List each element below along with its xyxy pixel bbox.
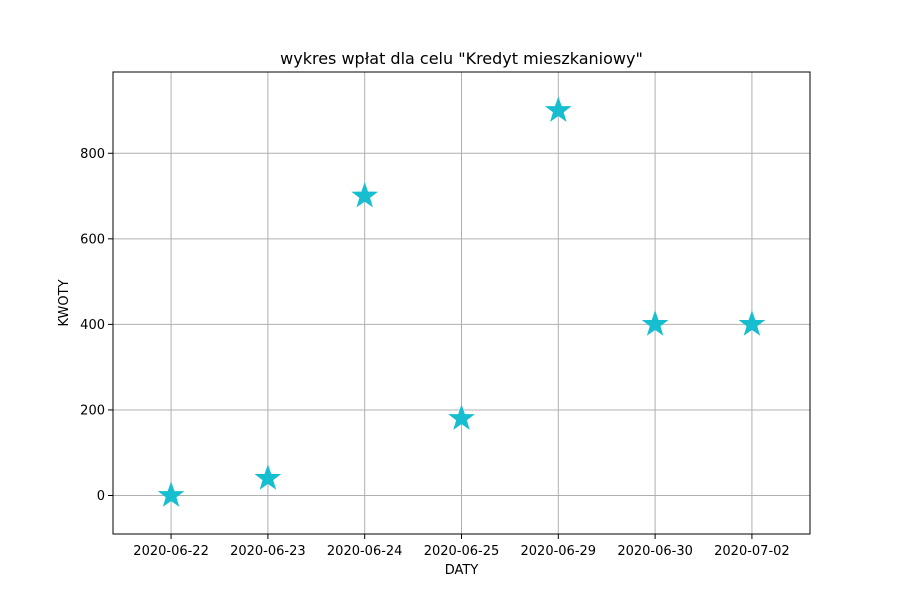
data-point-star [641, 310, 669, 336]
x-axis-label: DATY [445, 563, 479, 578]
ticks: 2020-06-22 2020-06-23 2020-06-24 2020-06-25… [80, 147, 790, 559]
y-tick-label: 200 [80, 403, 105, 418]
x-tick-label: 2020-06-23 [230, 544, 306, 559]
y-tick-label: 400 [80, 318, 105, 333]
y-axis-label: KWOTY [57, 279, 72, 326]
data-point-star [254, 464, 282, 490]
x-tick-label: 2020-06-29 [521, 544, 597, 559]
x-tick-label: 2020-07-02 [714, 544, 790, 559]
data-point-star [157, 481, 185, 507]
data-point-star [351, 182, 379, 208]
data-point-star [448, 404, 475, 430]
y-tick-label: 600 [80, 232, 105, 247]
y-tick-label: 800 [80, 147, 105, 162]
data-points [157, 96, 766, 507]
data-point-star [544, 96, 572, 122]
plot-frame [112, 71, 811, 535]
data-point-star [738, 310, 766, 336]
y-tick-label: 0 [97, 489, 105, 504]
x-tick-label: 2020-06-24 [327, 544, 403, 559]
x-tick-label: 2020-06-25 [424, 544, 500, 559]
x-tick-label: 2020-06-30 [617, 544, 693, 559]
chart-title: wykres wpłat dla celu "Kredyt mieszkanio… [280, 49, 643, 68]
x-tick-label: 2020-06-22 [133, 544, 209, 559]
